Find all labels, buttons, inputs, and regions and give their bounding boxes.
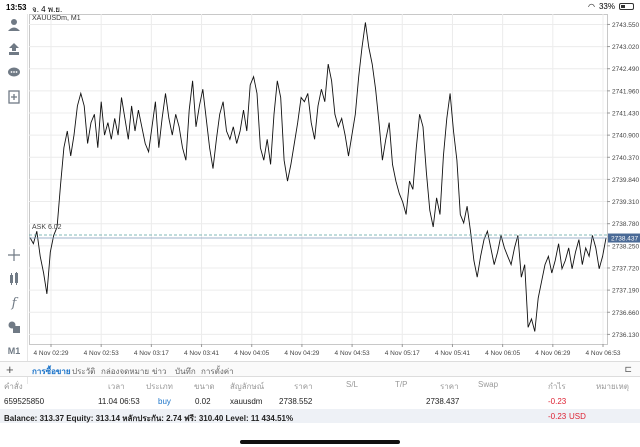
price-tick-label: 2739.310 — [612, 199, 639, 206]
price-tick-label: 2737.720 — [612, 265, 639, 272]
price-tick-label: 2736.660 — [612, 310, 639, 317]
price-tick-label: 2738.780 — [612, 221, 639, 228]
time-tick-label: 4 Nov 03:17 — [134, 350, 169, 357]
balance-summary: Balance: 313.37 Equity: 313.14 หลักประกั… — [4, 414, 294, 423]
time-tick-label: 4 Nov 02:53 — [84, 350, 119, 357]
header-current-price: ราคา — [440, 382, 459, 391]
tab-mailbox[interactable]: กล่องจดหมาย — [101, 367, 150, 376]
header-open-price: ราคา — [294, 382, 313, 391]
status-time: 13:53 — [6, 3, 27, 12]
price-tick-label: 2738.250 — [612, 243, 639, 250]
chat-icon[interactable] — [5, 64, 23, 82]
price-tick-label: 2742.490 — [612, 66, 639, 73]
price-tick-label: 2743.020 — [612, 44, 639, 51]
status-date: จ. 4 พ.ย. — [32, 5, 63, 14]
price-tick-label: 2741.430 — [612, 111, 639, 118]
function-icon[interactable]: f — [11, 295, 17, 311]
layout-icon[interactable]: ⊏ — [624, 364, 632, 374]
status-right: ◠ 33% — [588, 2, 634, 11]
crosshair-icon[interactable] — [5, 246, 23, 264]
header-type: ประเภท — [146, 382, 173, 391]
price-chart[interactable]: 2743.550 2743.020 2742.490 2741.960 2741.430… — [29, 14, 640, 361]
price-tick-label: 2741.960 — [612, 88, 639, 95]
price-tick-label: 2740.900 — [612, 133, 639, 140]
row-current-price: 2738.437 — [426, 397, 460, 406]
tab-trade[interactable]: การซื้อขาย — [32, 367, 71, 376]
header-symbol: สัญลักษณ์ — [230, 382, 265, 391]
status-bar: 13:53 จ. 4 พ.ย. ◠ 33% — [0, 0, 640, 14]
left-toolbar: f M1 — [0, 14, 28, 384]
header-sl: S/L — [346, 380, 359, 389]
price-tick-label: 2739.840 — [612, 177, 639, 184]
time-tick-label: 4 Nov 04:29 — [284, 350, 319, 357]
row-time: 11.04 06:53 — [98, 397, 140, 406]
series-line — [29, 22, 607, 332]
price-tick-label: 2743.550 — [612, 22, 639, 29]
chart-ref-label: ASK 6.02 — [32, 224, 62, 231]
profile-icon[interactable] — [5, 16, 23, 34]
row-size: 0.02 — [195, 397, 211, 406]
home-indicator[interactable] — [240, 440, 400, 444]
objects-icon[interactable] — [5, 318, 23, 336]
timeframe-icon[interactable]: M1 — [7, 346, 21, 356]
tab-settings[interactable]: การตั้งค่า — [201, 367, 234, 376]
tab-journal[interactable]: บันทึก — [175, 367, 196, 376]
price-tick-label: 2740.370 — [612, 155, 639, 162]
balance-bar: Balance: 313.37 Equity: 313.14 หลักประกั… — [0, 409, 640, 423]
time-tick-label: 4 Nov 05:17 — [385, 350, 420, 357]
profit-currency: USD — [569, 412, 586, 421]
price-tick-label: 2737.190 — [612, 288, 639, 295]
time-tick-label: 4 Nov 04:53 — [335, 350, 370, 357]
time-tick-label: 4 Nov 06:53 — [585, 350, 620, 357]
time-tick-label: 4 Nov 03:41 — [184, 350, 219, 357]
bottom-tabs: + การซื้อขาย ประวัติ กล่องจดหมาย ข่าว บั… — [0, 361, 640, 377]
row-order[interactable]: 659525850 — [4, 397, 45, 406]
header-tp: T/P — [395, 380, 408, 389]
time-tick-label: 4 Nov 04:05 — [234, 350, 269, 357]
header-profit: กำไร — [548, 382, 566, 391]
wifi-icon: ◠ — [588, 2, 595, 11]
row-type: buy — [158, 397, 171, 406]
new-order-icon[interactable] — [5, 88, 23, 106]
battery-percent: 33% — [598, 2, 615, 11]
header-size: ขนาด — [194, 382, 215, 391]
row-open-price: 2738.552 — [279, 397, 313, 406]
add-icon[interactable]: + — [6, 362, 14, 377]
time-tick-label: 4 Nov 05:41 — [435, 350, 470, 357]
time-tick-label: 4 Nov 02:29 — [33, 350, 68, 357]
header-swap: Swap — [478, 380, 499, 389]
chart-symbol-label: XAUUSDm, M1 — [32, 15, 81, 22]
battery-icon — [619, 3, 634, 10]
price-tick-label: 2736.130 — [612, 332, 639, 339]
current-price-marker — [608, 233, 640, 243]
row-profit: -0.23 — [548, 397, 567, 406]
time-tick-label: 4 Nov 06:29 — [535, 350, 570, 357]
trade-icon[interactable] — [5, 40, 23, 58]
row-symbol: xauusdm — [230, 397, 263, 406]
current-price-label: 2738.437 — [611, 236, 638, 243]
header-order: คำสั่ง — [4, 382, 23, 391]
time-tick-label: 4 Nov 06:05 — [485, 350, 520, 357]
tab-history[interactable]: ประวัติ — [72, 367, 96, 376]
indicators-icon[interactable] — [5, 270, 23, 288]
header-time: เวลา — [108, 382, 125, 391]
total-profit: -0.23 — [548, 412, 567, 421]
header-comment: หมายเหตุ — [596, 382, 629, 391]
tab-news[interactable]: ข่าว — [152, 367, 167, 376]
